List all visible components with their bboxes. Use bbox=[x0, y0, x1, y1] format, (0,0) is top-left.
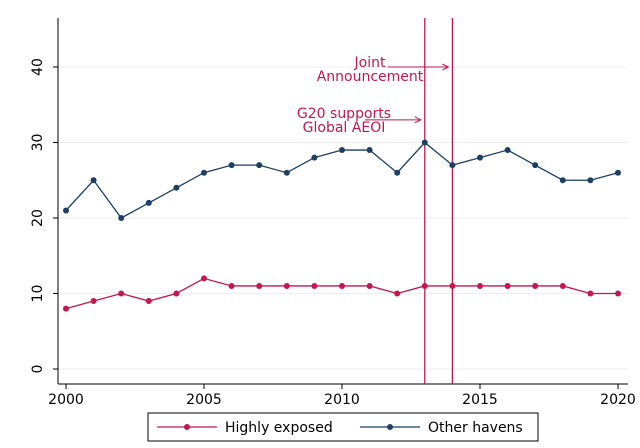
annotation-label: Announcement bbox=[317, 69, 424, 85]
data-point bbox=[504, 282, 511, 289]
data-point bbox=[90, 298, 97, 305]
y-tick-label: 10 bbox=[30, 285, 46, 303]
x-tick-label: 2005 bbox=[186, 392, 222, 408]
data-point bbox=[449, 162, 456, 169]
data-point bbox=[477, 154, 483, 161]
annotation-label: G20 supports bbox=[297, 106, 391, 122]
data-point bbox=[201, 169, 207, 176]
data-point bbox=[63, 207, 69, 214]
data-point bbox=[394, 290, 401, 297]
data-point bbox=[339, 282, 345, 289]
data-point bbox=[394, 169, 401, 176]
data-point bbox=[256, 162, 263, 169]
data-point bbox=[587, 177, 594, 184]
y-tick-label: 40 bbox=[30, 58, 46, 76]
data-point bbox=[173, 184, 180, 191]
data-point bbox=[615, 169, 621, 176]
data-point bbox=[449, 282, 456, 289]
data-point bbox=[504, 147, 511, 154]
annotation-arrowhead bbox=[414, 116, 422, 124]
data-point bbox=[559, 282, 566, 289]
annotation-label: Joint bbox=[354, 55, 386, 71]
data-point bbox=[532, 162, 539, 169]
annotation-label: Global AEOI bbox=[303, 120, 386, 136]
data-point bbox=[228, 282, 235, 289]
data-point bbox=[339, 147, 345, 154]
data-point bbox=[366, 282, 373, 289]
data-point bbox=[587, 290, 594, 297]
data-point bbox=[283, 282, 290, 289]
data-point bbox=[283, 169, 290, 176]
annotation-arrowhead bbox=[442, 63, 450, 71]
data-point bbox=[201, 275, 207, 282]
data-point bbox=[421, 139, 428, 146]
y-tick-label: 20 bbox=[30, 209, 46, 227]
legend-label: Highly exposed bbox=[225, 420, 333, 436]
data-point bbox=[421, 282, 428, 289]
legend-box bbox=[147, 412, 539, 442]
data-point bbox=[90, 177, 97, 184]
data-point bbox=[256, 282, 263, 289]
legend-swatch-marker bbox=[387, 424, 393, 430]
y-tick-label: 0 bbox=[30, 365, 46, 374]
x-tick-label: 2020 bbox=[600, 392, 636, 408]
data-point bbox=[477, 282, 483, 289]
x-tick-label: 2010 bbox=[324, 392, 360, 408]
series-line bbox=[65, 141, 619, 219]
data-point bbox=[311, 282, 318, 289]
y-tick-label: 30 bbox=[30, 134, 46, 152]
data-point bbox=[118, 215, 125, 221]
data-point bbox=[145, 199, 152, 206]
legend-swatch-marker bbox=[184, 424, 190, 430]
data-point bbox=[615, 290, 621, 297]
data-point bbox=[173, 290, 180, 297]
data-point bbox=[559, 177, 566, 184]
data-point bbox=[366, 147, 373, 154]
legend-label: Other havens bbox=[428, 420, 523, 436]
data-point bbox=[63, 305, 69, 312]
data-point bbox=[311, 154, 318, 161]
data-point bbox=[228, 162, 235, 169]
data-point bbox=[532, 282, 539, 289]
data-point bbox=[145, 298, 152, 305]
data-point bbox=[118, 290, 125, 297]
x-tick-label: 2015 bbox=[462, 392, 498, 408]
x-tick-label: 2000 bbox=[48, 392, 84, 408]
